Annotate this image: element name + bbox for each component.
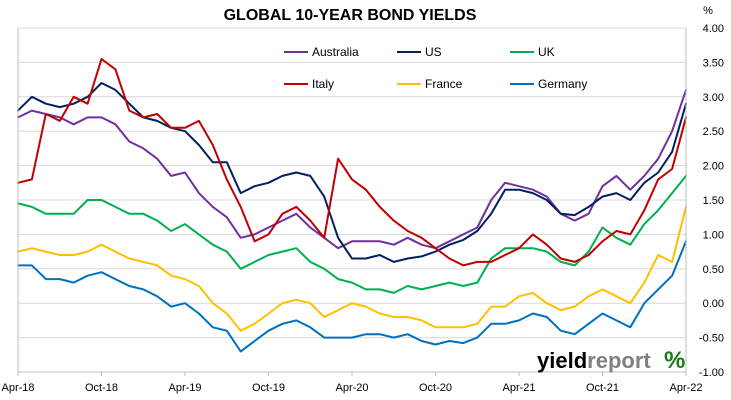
series-line-australia [17,88,687,250]
y-tick-label: 3.00 [703,92,724,104]
legend-item-uk: UK [510,45,555,59]
series-line-germany [17,240,687,353]
series-line-uk [17,174,687,294]
series-line-france [17,205,687,332]
logo-text-yield: yield [537,348,587,373]
x-tick-label: Oct-18 [85,382,118,394]
legend-item-australia: Australia [284,45,359,59]
y-tick-label: 3.50 [703,57,724,69]
chart-title: GLOBAL 10-YEAR BOND YIELDS [224,7,477,24]
y-tick-label: -0.50 [699,333,724,345]
y-tick-label: 1.00 [703,229,724,241]
legend-label: Italy [312,77,334,91]
y-tick-label: 2.00 [703,161,724,173]
y-tick-label: 0.50 [703,264,724,276]
y-tick-label: -1.00 [699,367,724,379]
x-tick-label: Apr-18 [1,382,34,394]
x-tick-label: Apr-19 [168,382,201,394]
x-tick-label: Apr-20 [335,382,368,394]
legend-item-germany: Germany [510,77,587,91]
legend-item-france: France [397,77,463,91]
yieldreport-logo: yieldreport % [537,347,685,374]
x-tick-label: Oct-20 [419,382,452,394]
x-tick-label: Apr-22 [669,382,702,394]
y-tick-label: 1.50 [703,195,724,207]
series-lines [17,58,687,353]
legend-label: France [425,77,463,91]
y-tick-label: 2.50 [703,126,724,138]
series-line-italy [17,58,687,267]
legend-item-us: US [397,45,442,59]
logo-text-report: report [587,348,651,373]
series-line-us [17,82,687,263]
legend-label: Germany [538,77,587,91]
x-tick-label: Apr-21 [502,382,535,394]
x-tick-label: Oct-21 [586,382,619,394]
y-axis-unit: % [703,5,713,17]
legend-label: Australia [312,45,359,59]
legend-item-italy: Italy [284,77,334,91]
x-tick-label: Oct-19 [252,382,285,394]
legend-label: UK [538,45,555,59]
legend: Australia US UK Italy France Germany [284,45,587,91]
y-tick-label: 4.00 [703,23,724,35]
y-tick-label: 0.00 [703,298,724,310]
svg-text:yieldreport: yieldreport [537,348,651,373]
logo-percent-icon: % [664,347,685,374]
axes: -1.00 -0.50 0.00 0.50 1.00 1.50 2.00 2.50 3.00 3.… [1,23,724,394]
gridlines [18,27,686,373]
legend-label: US [425,45,442,59]
